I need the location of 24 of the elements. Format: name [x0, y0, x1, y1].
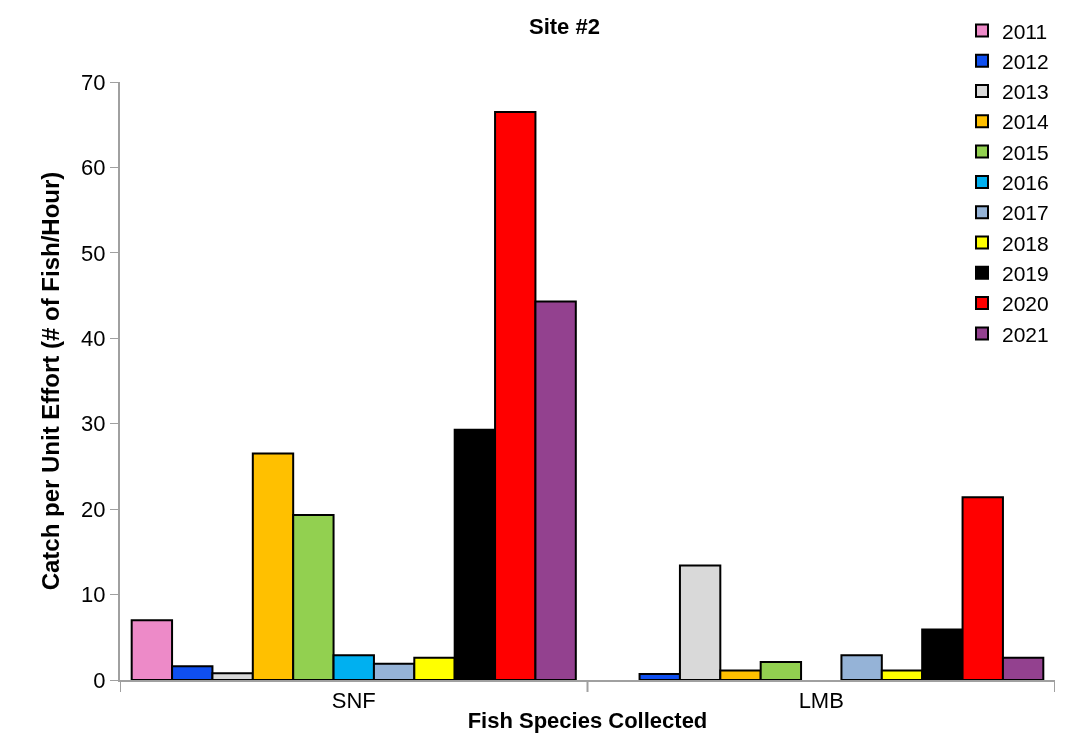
legend-label: 2012	[1002, 49, 1049, 73]
y-tick-label: 60	[81, 155, 106, 181]
x-tick-label: SNF	[331, 688, 376, 714]
y-axis-title: Catch per Unit Effort (# of Fish/Hour)	[36, 171, 64, 591]
x-tick-label: LMB	[798, 688, 844, 714]
y-tick-label: 20	[81, 496, 106, 522]
legend-label: 2016	[1002, 171, 1049, 195]
y-tick-label: 30	[81, 411, 106, 437]
legend-label: 2013	[1002, 80, 1049, 104]
legend-label: 2018	[1002, 231, 1049, 255]
x-axis-title: Fish Species Collected	[467, 707, 708, 733]
legend-label: 2011	[1002, 19, 1048, 43]
chart-title: Site #2	[528, 14, 600, 40]
y-tick-label: 0	[93, 667, 106, 693]
y-tick-label: 70	[81, 69, 106, 95]
legend-label: 2020	[1002, 292, 1049, 316]
legend-label: 2021	[1002, 322, 1049, 346]
legend-label: 2019	[1002, 261, 1049, 285]
legend-label: 2015	[1002, 140, 1049, 164]
legend-label: 2014	[1002, 110, 1050, 134]
y-tick-label: 10	[81, 582, 106, 608]
y-tick-label: 40	[81, 325, 106, 351]
y-tick-label: 50	[81, 240, 106, 266]
legend-label: 2017	[1002, 201, 1049, 225]
